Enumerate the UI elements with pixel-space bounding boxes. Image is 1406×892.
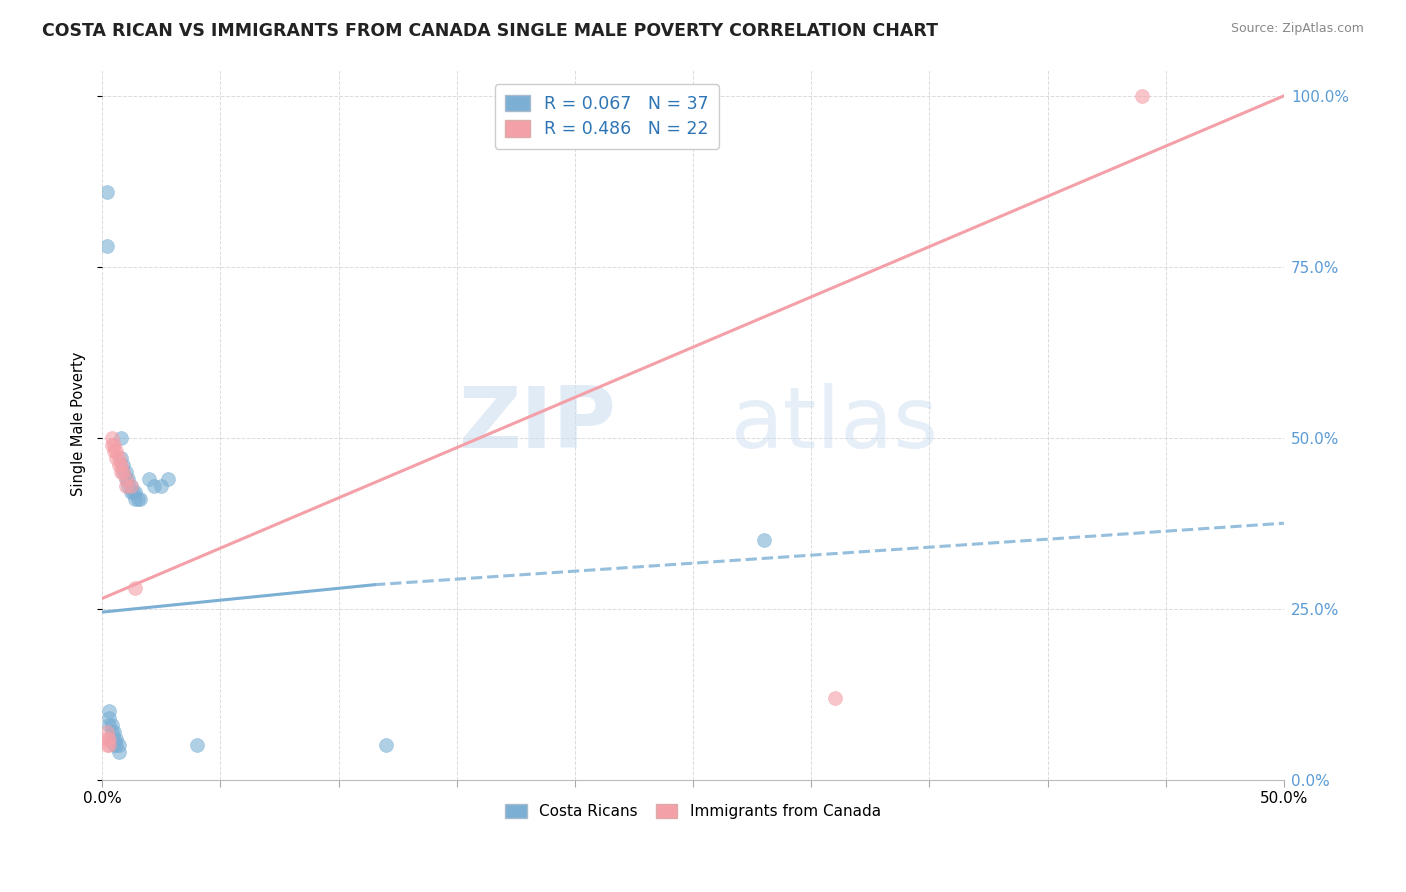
Point [103, 731, 125, 746]
Point [112, 465, 135, 479]
Point [107, 451, 129, 466]
Point [110, 431, 132, 445]
Point [96, 739, 118, 753]
Point [117, 478, 139, 492]
Point [98, 739, 121, 753]
Point [100, 724, 122, 739]
Point [115, 472, 138, 486]
Point [115, 478, 138, 492]
Point [127, 492, 149, 507]
Point [103, 724, 125, 739]
Point [103, 739, 125, 753]
Point [103, 437, 125, 451]
Point [110, 458, 132, 472]
Point [157, 472, 180, 486]
Point [112, 465, 135, 479]
Point [150, 478, 173, 492]
Point [110, 465, 132, 479]
Point [1130, 88, 1153, 103]
Y-axis label: Single Male Poverty: Single Male Poverty [72, 351, 86, 496]
Point [374, 739, 396, 753]
Text: ZIP: ZIP [458, 383, 616, 466]
Point [96, 239, 118, 253]
Point [129, 492, 152, 507]
Point [100, 718, 122, 732]
Point [107, 745, 129, 759]
Point [105, 739, 128, 753]
Point [110, 451, 132, 466]
Point [96, 185, 118, 199]
Point [96, 731, 118, 746]
Text: COSTA RICAN VS IMMIGRANTS FROM CANADA SINGLE MALE POVERTY CORRELATION CHART: COSTA RICAN VS IMMIGRANTS FROM CANADA SI… [42, 22, 938, 40]
Point [117, 472, 139, 486]
Point [186, 739, 208, 753]
Text: atlas: atlas [731, 383, 939, 466]
Point [138, 472, 160, 486]
Point [115, 465, 138, 479]
Point [100, 437, 122, 451]
Point [98, 711, 121, 725]
Point [120, 478, 142, 492]
Point [96, 724, 118, 739]
Legend: Costa Ricans, Immigrants from Canada: Costa Ricans, Immigrants from Canada [499, 797, 887, 825]
Point [122, 485, 145, 500]
Point [124, 581, 146, 595]
Point [107, 458, 129, 472]
Point [100, 731, 122, 746]
Point [98, 704, 121, 718]
Point [120, 478, 142, 492]
Point [143, 478, 166, 492]
Point [98, 718, 121, 732]
Point [115, 472, 138, 486]
Point [112, 458, 135, 472]
Point [105, 451, 128, 466]
Point [105, 444, 128, 458]
Point [752, 533, 775, 548]
Point [100, 431, 122, 445]
Point [124, 485, 146, 500]
Point [105, 731, 128, 746]
Point [98, 731, 121, 746]
Point [824, 690, 846, 705]
Text: Source: ZipAtlas.com: Source: ZipAtlas.com [1230, 22, 1364, 36]
Point [107, 739, 129, 753]
Point [103, 444, 125, 458]
Point [120, 485, 142, 500]
Point [124, 492, 146, 507]
